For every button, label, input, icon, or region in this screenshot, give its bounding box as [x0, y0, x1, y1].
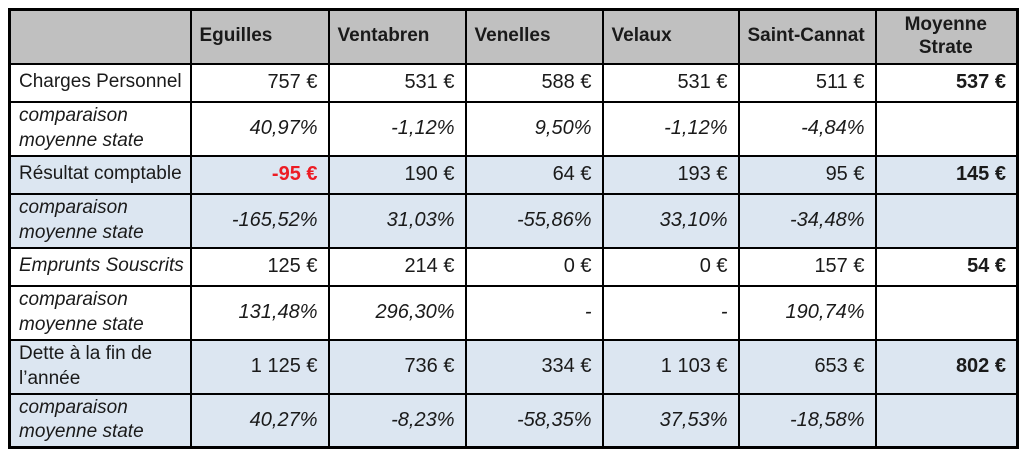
cell: 190 € — [327, 154, 467, 195]
cell: 1 103 € — [601, 338, 740, 395]
cell: 736 € — [327, 338, 467, 395]
cell: 531 € — [327, 62, 467, 103]
cell-moyenne: 537 € — [874, 62, 1019, 103]
row-label: comparaison moyenne state — [8, 100, 192, 157]
row-label: Dette à la fin de l’année — [8, 338, 192, 395]
cell: 40,27% — [189, 392, 330, 449]
cell: -55,86% — [464, 192, 604, 249]
cell: -165,52% — [189, 192, 330, 249]
cell: 1 125 € — [189, 338, 330, 395]
cell: 95 € — [737, 154, 877, 195]
cell: 31,03% — [327, 192, 467, 249]
cell: 131,48% — [189, 284, 330, 341]
table-row-resultat-comptable: Résultat comptable -95 € 190 € 64 € 193 … — [8, 154, 1019, 195]
cell: - — [464, 284, 604, 341]
cell: 193 € — [601, 154, 740, 195]
cell: 588 € — [464, 62, 604, 103]
cell: 0 € — [464, 246, 604, 287]
col-header-velaux: Velaux — [601, 8, 740, 65]
table-row-comparaison-emprunts: comparaison moyenne state 131,48% 296,30… — [8, 284, 1019, 341]
cell-moyenne: 802 € — [874, 338, 1019, 395]
cell: 757 € — [189, 62, 330, 103]
table-row-emprunts-souscrits: Emprunts Souscrits 125 € 214 € 0 € 0 € 1… — [8, 246, 1019, 287]
cell: - — [601, 284, 740, 341]
cell: 511 € — [737, 62, 877, 103]
cell: -1,12% — [601, 100, 740, 157]
cell: 64 € — [464, 154, 604, 195]
row-label: Résultat comptable — [8, 154, 192, 195]
cell: 33,10% — [601, 192, 740, 249]
cell: -58,35% — [464, 392, 604, 449]
cell: 40,97% — [189, 100, 330, 157]
col-header-ventabren: Ventabren — [327, 8, 467, 65]
col-header-venelles: Venelles — [464, 8, 604, 65]
header-row: Eguilles Ventabren Venelles Velaux Saint… — [8, 8, 1019, 65]
table-row-comparaison-dette: comparaison moyenne state 40,27% -8,23% … — [8, 392, 1019, 449]
cell: 653 € — [737, 338, 877, 395]
col-header-saint-cannat: Saint-Cannat — [737, 8, 877, 65]
cell: 157 € — [737, 246, 877, 287]
cell: 9,50% — [464, 100, 604, 157]
col-header-eguilles: Eguilles — [189, 8, 330, 65]
cell: -1,12% — [327, 100, 467, 157]
table-row-comparaison-charges: comparaison moyenne state 40,97% -1,12% … — [8, 100, 1019, 157]
cell: -8,23% — [327, 392, 467, 449]
table-row-charges-personnel: Charges Personnel 757 € 531 € 588 € 531 … — [8, 62, 1019, 103]
table-row-comparaison-resultat: comparaison moyenne state -165,52% 31,03… — [8, 192, 1019, 249]
cell: -4,84% — [737, 100, 877, 157]
cell: -18,58% — [737, 392, 877, 449]
row-label: Emprunts Souscrits — [8, 246, 192, 287]
financial-comparison-table-container: Eguilles Ventabren Venelles Velaux Saint… — [8, 8, 1019, 449]
cell-moyenne — [874, 192, 1019, 249]
cell: 37,53% — [601, 392, 740, 449]
row-label: comparaison moyenne state — [8, 284, 192, 341]
cell-moyenne: 54 € — [874, 246, 1019, 287]
cell-moyenne — [874, 284, 1019, 341]
row-label: comparaison moyenne state — [8, 192, 192, 249]
cell-moyenne — [874, 392, 1019, 449]
cell: 296,30% — [327, 284, 467, 341]
cell: 334 € — [464, 338, 604, 395]
corner-cell — [8, 8, 192, 65]
cell-moyenne — [874, 100, 1019, 157]
cell-moyenne: 145 € — [874, 154, 1019, 195]
table-row-dette-fin-annee: Dette à la fin de l’année 1 125 € 736 € … — [8, 338, 1019, 395]
cell: 190,74% — [737, 284, 877, 341]
row-label: Charges Personnel — [8, 62, 192, 103]
cell: 214 € — [327, 246, 467, 287]
cell: 0 € — [601, 246, 740, 287]
financial-comparison-table: Eguilles Ventabren Venelles Velaux Saint… — [8, 8, 1019, 449]
cell: 531 € — [601, 62, 740, 103]
cell-negative: -95 € — [189, 154, 330, 195]
col-header-moyenne-strate: Moyenne Strate — [874, 8, 1019, 65]
cell: -34,48% — [737, 192, 877, 249]
row-label: comparaison moyenne state — [8, 392, 192, 449]
cell: 125 € — [189, 246, 330, 287]
